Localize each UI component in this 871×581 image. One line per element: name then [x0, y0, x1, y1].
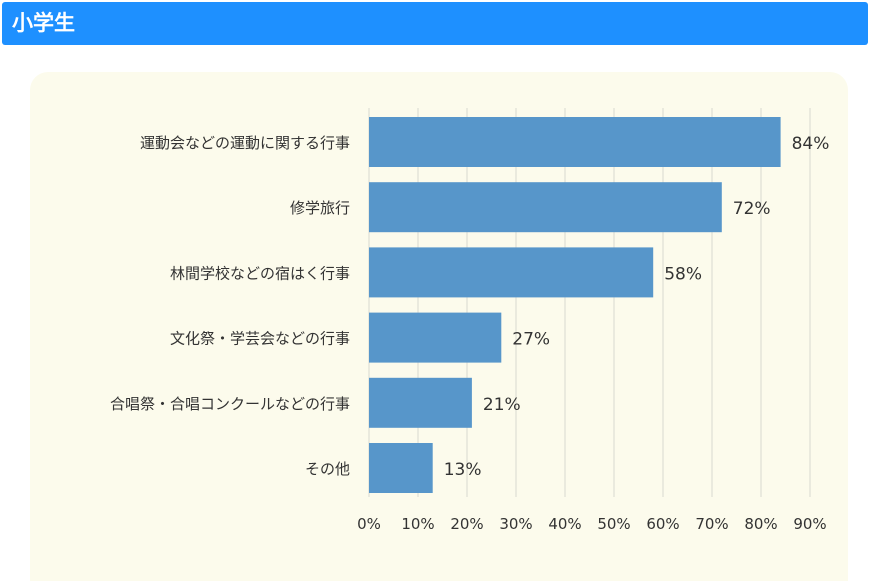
value-label: 21%	[483, 395, 521, 415]
section-header: 小学生	[2, 2, 868, 45]
category-label: 修学旅行	[290, 199, 350, 217]
bar	[369, 247, 654, 298]
bar	[369, 443, 433, 493]
section-title: 小学生	[12, 11, 75, 35]
category-label: 文化祭・学芸会などの行事	[170, 330, 350, 348]
category-label: その他	[305, 460, 350, 478]
category-label: 林間学校などの宿はく行事	[170, 264, 350, 282]
x-tick-label: 0%	[357, 515, 381, 533]
value-label: 58%	[664, 264, 702, 284]
x-tick-label: 50%	[597, 515, 630, 533]
category-label: 運動会などの運動に関する行事	[140, 134, 350, 152]
bar	[369, 312, 502, 363]
x-tick-label: 70%	[695, 515, 728, 533]
value-label: 72%	[733, 199, 771, 219]
x-tick-label: 80%	[744, 515, 777, 533]
x-tick-label: 90%	[793, 515, 826, 533]
value-label: 27%	[512, 330, 550, 350]
x-tick-label: 30%	[499, 515, 532, 533]
x-tick-label: 40%	[548, 515, 581, 533]
value-label: 13%	[444, 460, 482, 480]
category-label: 合唱祭・合唱コンクールなどの行事	[110, 395, 350, 413]
bar	[369, 377, 472, 428]
value-label: 84%	[792, 134, 830, 154]
x-tick-label: 60%	[646, 515, 679, 533]
bar	[369, 117, 781, 167]
x-tick-label: 10%	[401, 515, 434, 533]
x-tick-label: 20%	[450, 515, 483, 533]
bar	[369, 182, 722, 233]
